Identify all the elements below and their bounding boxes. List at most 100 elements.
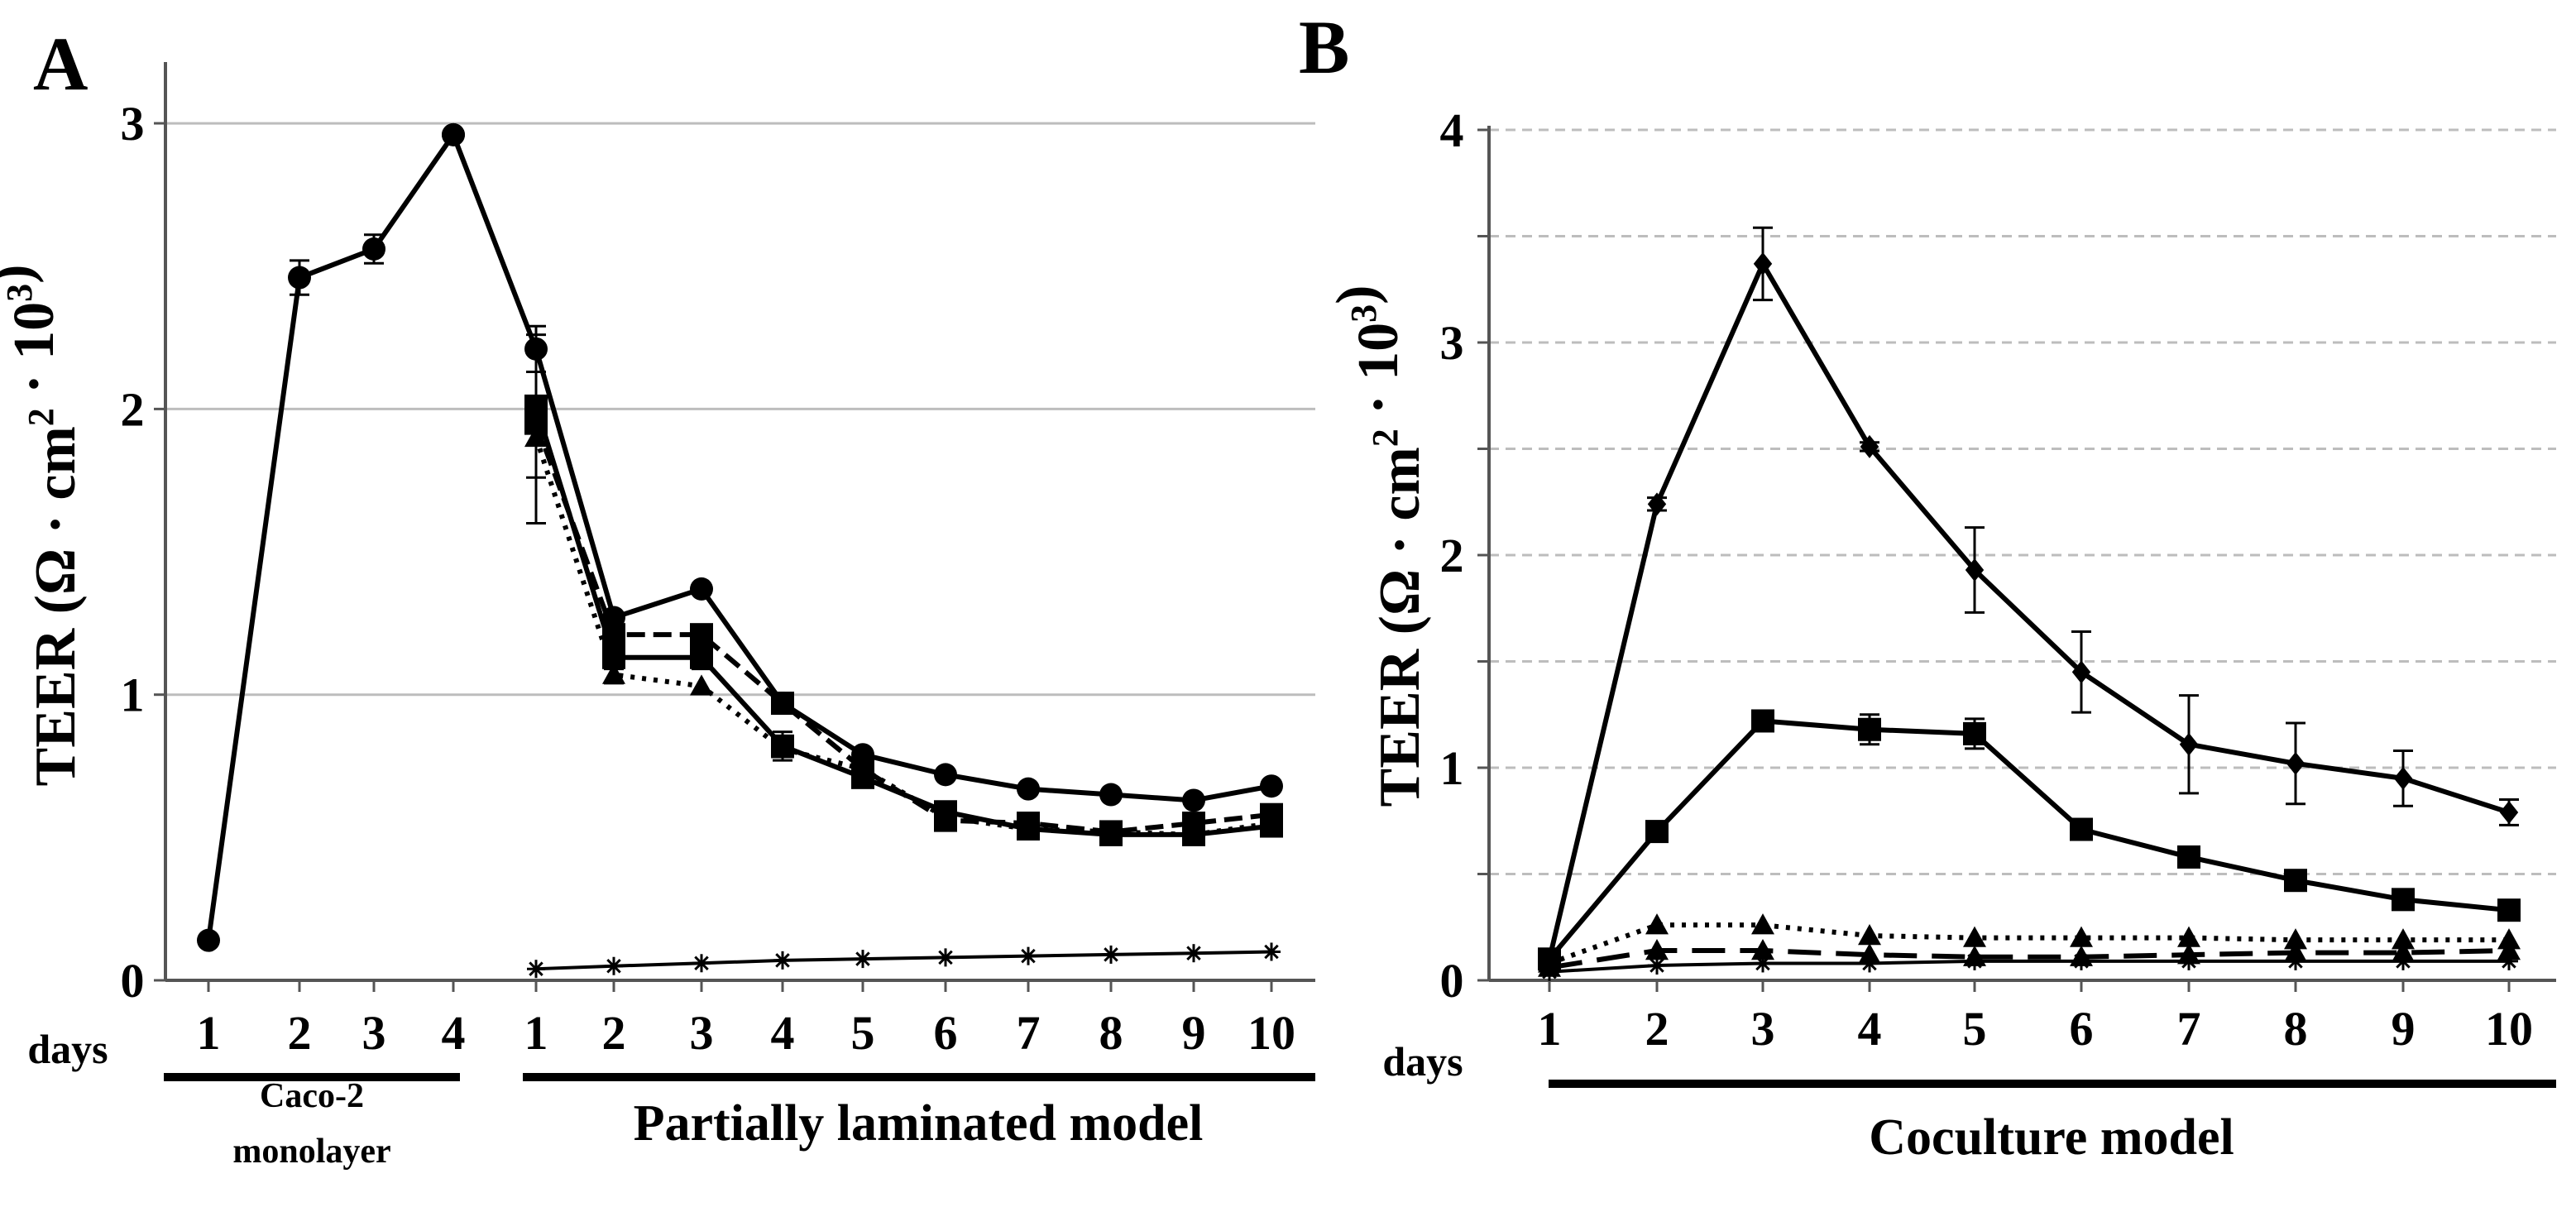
panel-a-series-line-partially-laminated-square-solid [534,405,1272,837]
panel-b-y-axis-label-part: · 10 [1347,323,1410,429]
panel-a-group-label: monolayer [232,1133,390,1171]
panel-a-y-axis-label-superscript: 3 [0,284,40,302]
panel-b-ytick-label: 3 [1440,316,1464,370]
panel-a-series-partially-laminated-triangle [524,350,1283,845]
panel-a-y-axis-label: TEER (Ω · cm2 · 103) [0,265,88,787]
panel-a-series-line-partially-laminated-circle [451,133,1272,803]
panel-a-xtick-label: 4 [442,1006,466,1060]
panel-b-series-line-coculture-square [1547,718,2510,961]
panel-b-marker-coculture-asterisk-stroke [2502,954,2516,969]
panel-a-xtick-label: 7 [1017,1006,1041,1060]
panel-a-marker-partially-laminated-triangle [771,737,794,759]
panel-a-marker-partially-laminated-asterisk-stroke [1104,947,1118,962]
panel-b-marker-coculture-square [1963,721,1986,745]
panel-b-marker-coculture-diamond [2179,732,2199,756]
panel-a-marker-partially-laminated-triangle [1260,812,1283,833]
panel-a-series-line-partially-laminated-square-dash [534,422,1272,835]
panel-b-marker-coculture-asterisk [1966,951,1984,970]
panel-b-marker-coculture-triangle [2284,928,2307,950]
panel-a-xtick-label: 10 [1247,1006,1295,1060]
panel-a-marker-partially-laminated-asterisk [773,951,792,970]
panel-b-marker-coculture-square [2497,898,2521,922]
panel-a-group-label: Caco-2 [260,1077,364,1115]
panel-a-letter: A [33,22,88,106]
panel-a-ytick-label: 3 [121,97,145,151]
panel-a-y-axis-label-part: ) [0,265,45,284]
panel-a-marker-partially-laminated-asterisk-stroke [855,951,870,966]
panel-a-marker-partially-laminated-asterisk-stroke [1021,948,1036,964]
panel-a-marker-partially-laminated-triangle [934,806,957,827]
panel-a-ytick-label: 1 [121,668,145,722]
panel-b-marker-coculture-asterisk [2180,951,2198,970]
panel-b-marker-coculture-diamond [2286,751,2305,775]
panel-a-marker-partially-laminated-square-solid [690,645,713,669]
panel-a-marker-partially-laminated-triangle [690,674,713,696]
panel-a-ytick-label: 0 [121,954,145,1008]
panel-b-marker-coculture-asterisk-stroke [2396,954,2411,969]
panel-a-xtick-label: 2 [602,1006,626,1060]
panel-b-marker-coculture-diamond [1647,492,1667,516]
panel-a-marker-partially-laminated-circle [1260,774,1283,798]
panel-a-marker-partially-laminated-circle [934,763,957,787]
panel-b-series-line-coculture-diamond [1547,261,2510,960]
panel-a-marker-partially-laminated-asterisk [527,960,545,979]
panel-b-series-coculture-square [1538,709,2521,971]
panel-b-marker-coculture-asterisk-stroke [1862,956,1877,971]
panel-b-marker-coculture-asterisk-stroke [1542,964,1557,979]
panel-a-marker-partially-laminated-triangle [851,757,874,778]
panel-a-marker-partially-laminated-circle [1099,783,1123,807]
panel-a-series-caco2-monolayer [197,122,465,952]
panel-b-marker-coculture-square [1858,717,1881,741]
panel-a-series-partially-laminated-square-dash [524,411,1283,844]
panel-a-series-line-partially-laminated-asterisk [535,950,1272,971]
panel-a-marker-partially-laminated-asterisk [1262,942,1281,961]
panel-b-marker-coculture-triangle [2177,926,2200,947]
panel-a-marker-partially-laminated-asterisk-stroke [694,956,709,971]
panel-b-marker-coculture-triangle [1645,913,1669,935]
panel-a-xtick-label: 4 [771,1006,795,1060]
panel-b-xtick-label: 7 [2177,1002,2201,1056]
panel-a-marker-partially-laminated-asterisk-stroke [1264,944,1279,960]
panel-b-marker-coculture-asterisk [2394,951,2412,970]
panel-a-marker-partially-laminated-triangle [524,425,548,448]
panel-b-marker-coculture-triangle [2070,926,2093,947]
panel-b-xtick-label: 5 [1963,1002,1987,1056]
panel-a-marker-partially-laminated-square-dash [771,692,794,716]
panel-b-series-coculture-longdash [1538,939,2521,977]
panel-b-marker-coculture-longdash [1751,939,1774,960]
panel-b-group-label: Coculture model [1869,1109,2234,1166]
panel-b-marker-coculture-asterisk [1860,954,1879,973]
panel-b-marker-coculture-square [2284,869,2307,893]
panel-b-y-axis-label-superscript: 3 [1343,304,1384,323]
panel-b-marker-coculture-asterisk [2500,951,2518,970]
panel-a-xtick-label: 2 [288,1006,312,1060]
panel-a-ytick-label: 2 [121,382,145,436]
panel-a-marker-partially-laminated-circle [690,577,713,601]
panel-a-marker-partially-laminated-asterisk [1102,945,1120,964]
panel-b-xtick-label: 6 [2070,1002,2094,1056]
panel-b-chart: B 0 1 2 3 4 1 2 3 4 5 6 7 8 9 10 days Coculture model TEER… [1299,5,2556,1166]
panel-a-marker-partially-laminated-asterisk-stroke [938,950,953,965]
panel-b-marker-coculture-triangle [1858,924,1881,946]
panel-a-days-label: days [27,1026,108,1072]
panel-b-marker-coculture-square [1751,709,1774,733]
panel-a-xtick-label: 1 [524,1006,548,1060]
panel-b-xtick-label: 10 [2485,1002,2533,1056]
panel-a-xtick-label: 9 [1182,1006,1206,1060]
panel-a-marker-caco2-monolayer [362,237,385,261]
panel-b-series-coculture-diamond [1539,226,2519,971]
panel-a-group-label: Partially laminated model [634,1095,1204,1152]
panel-a-marker-partially-laminated-asterisk [936,948,955,967]
panel-b-xtick-label: 9 [2392,1002,2416,1056]
panel-a-xtick-label: 8 [1099,1006,1123,1060]
panel-a-marker-partially-laminated-asterisk-stroke [606,958,621,974]
panel-a-xtick-label: 5 [851,1006,875,1060]
panel-a-marker-partially-laminated-triangle [1017,817,1040,839]
panel-b-ytick-label: 1 [1440,741,1464,795]
panel-b-marker-coculture-diamond [1753,251,1773,275]
panel-b-marker-coculture-square [2177,845,2200,869]
panel-b-marker-coculture-asterisk [2072,951,2090,970]
panel-b-marker-coculture-diamond [2499,800,2519,824]
panel-b-marker-coculture-longdash [1645,939,1669,960]
